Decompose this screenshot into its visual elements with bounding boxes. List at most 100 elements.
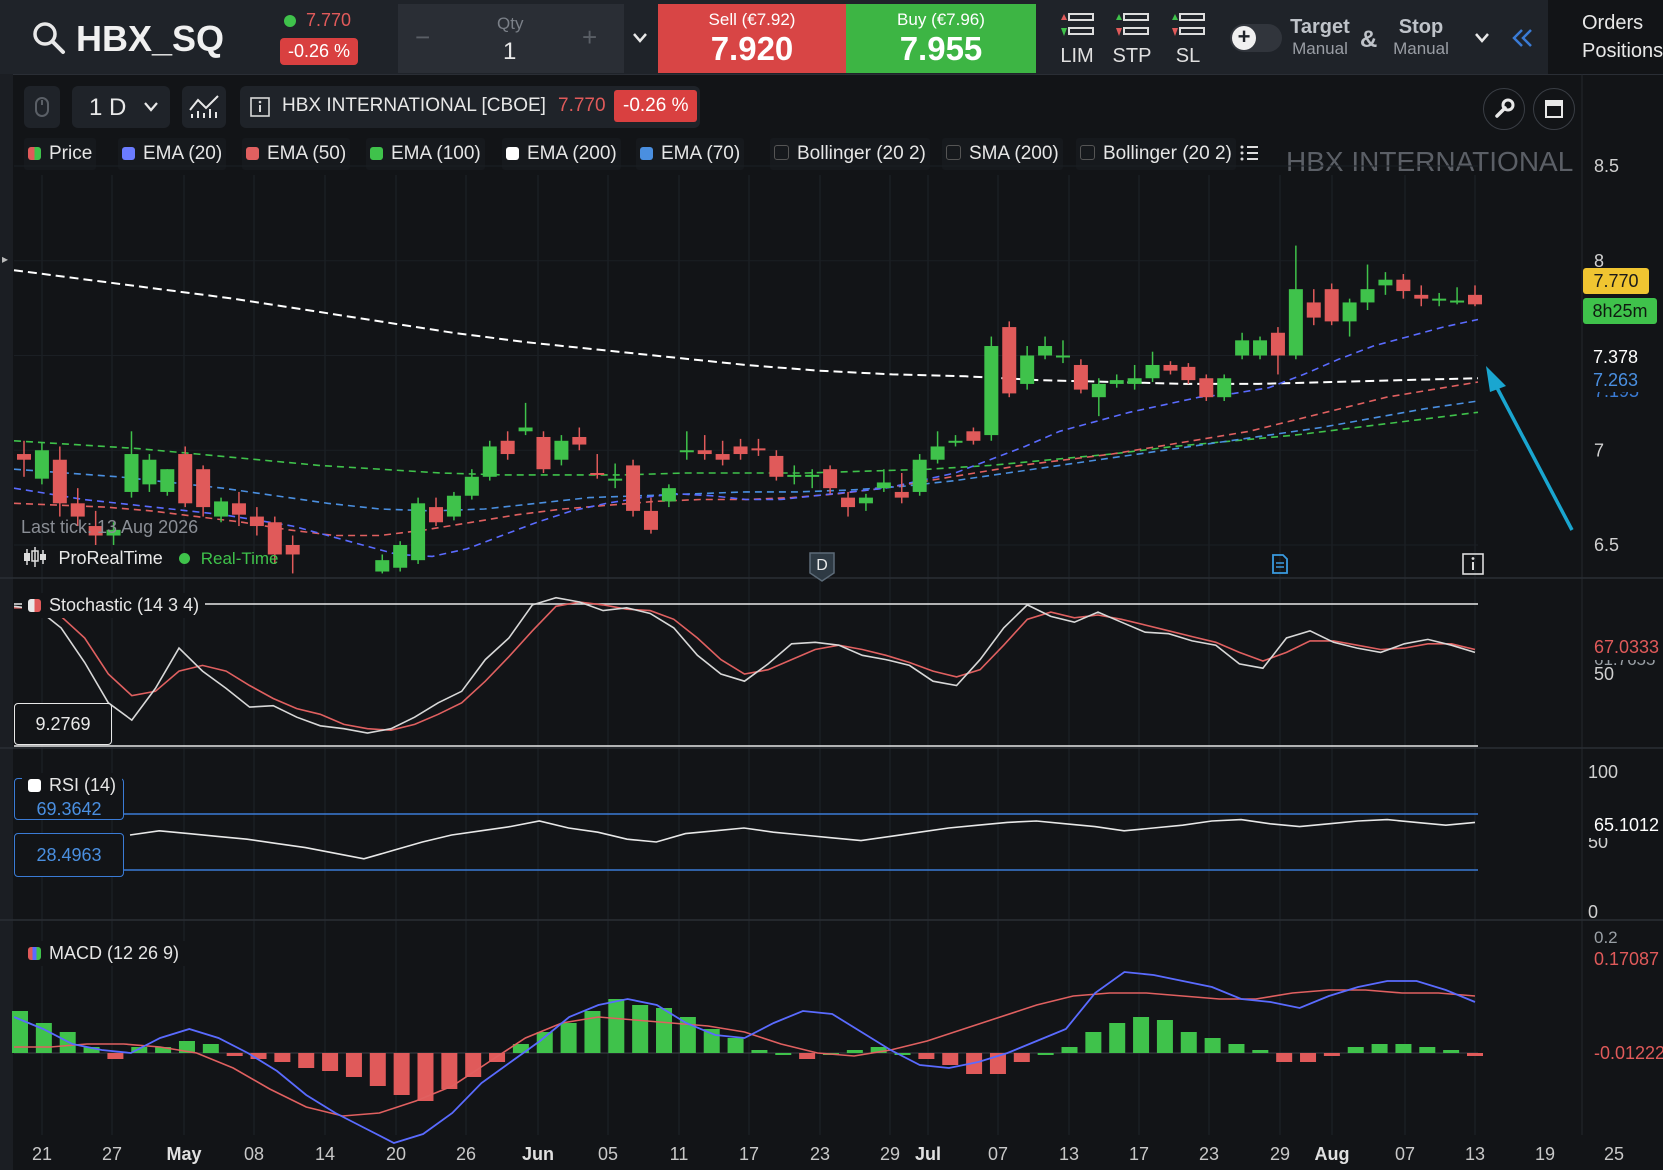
timeframe-select[interactable]: 1 D: [72, 86, 170, 128]
x-axis-tick-label: 27: [102, 1144, 122, 1164]
x-axis-tick-label: 21: [32, 1144, 52, 1164]
x-axis-tick-label: 11: [670, 1144, 689, 1164]
candle-body: [70, 503, 85, 517]
stop-setting[interactable]: Stop Manual: [1390, 16, 1452, 59]
candle-body: [518, 427, 533, 432]
macd-histogram-bar: [1276, 1053, 1293, 1062]
search-icon[interactable]: [32, 21, 66, 55]
macd-histogram-bar: [441, 1053, 458, 1089]
ema200-tag: 7.378: [1583, 345, 1663, 369]
qty-decrement-button[interactable]: −: [415, 22, 431, 52]
legend-menu-button[interactable]: [1238, 142, 1262, 169]
candle-body: [1253, 340, 1268, 356]
candle-body: [1450, 300, 1465, 303]
positions-label: Positions: [1582, 40, 1663, 62]
x-axis-tick-label: 07: [1395, 1144, 1415, 1164]
rsi-title: RSI (14): [22, 773, 123, 798]
candle-body: [17, 454, 31, 460]
candle-body: [1002, 327, 1017, 394]
qty-input[interactable]: 1: [503, 38, 517, 65]
indicators-button[interactable]: [182, 86, 226, 128]
limit-order-button[interactable]: LIM: [1055, 10, 1099, 68]
stochastic-k-line: [13, 596, 1476, 734]
price-axis-tick-label: 6.5: [1594, 535, 1619, 555]
stochastic-axis-tick: 50: [1594, 664, 1615, 684]
instrument-info-bar[interactable]: HBX INTERNATIONAL [CBOE] 7.770 -0.26 %: [240, 86, 700, 128]
candle-body: [572, 436, 587, 445]
orders-positions-tab[interactable]: Orders Positions: [1548, 0, 1663, 74]
legend-item[interactable]: EMA (70): [636, 138, 745, 170]
collapse-panel-icon[interactable]: [1512, 28, 1534, 48]
legend-item[interactable]: EMA (100): [366, 138, 485, 170]
candle-body: [1432, 298, 1447, 301]
macd-histogram-bar: [989, 1053, 1006, 1074]
buy-button[interactable]: Buy (€7.96) 7.955: [846, 4, 1036, 73]
macd-histogram-bar: [1300, 1053, 1317, 1062]
instrument-change-badge: -0.26 %: [614, 90, 698, 122]
macd-axis-value: 0.17087: [1586, 946, 1663, 972]
news-marker[interactable]: [1270, 553, 1290, 580]
legend-item[interactable]: Price: [24, 138, 97, 170]
macd-histogram-bar: [656, 1008, 673, 1053]
svg-text:D: D: [816, 557, 828, 574]
window-button[interactable]: [1533, 88, 1575, 130]
last-tick-label: Last tick: 13 Aug 2026: [21, 517, 199, 537]
legend-label: EMA (20): [143, 143, 223, 164]
x-axis-tick-label: 05: [598, 1144, 618, 1164]
candle-body: [1396, 279, 1411, 292]
chevron-down-icon[interactable]: [1474, 32, 1490, 44]
expand-arrow-icon[interactable]: ▸: [2, 252, 9, 266]
legend-item[interactable]: EMA (50): [242, 138, 351, 170]
candle-body: [1235, 340, 1250, 356]
market-open-indicator: [284, 15, 296, 27]
candle-body: [1055, 355, 1070, 358]
candle-body: [1270, 332, 1285, 356]
x-axis-tick-label: Aug: [1315, 1144, 1350, 1164]
x-axis-tick-label: 17: [1129, 1144, 1149, 1164]
stop-loss-button[interactable]: SL: [1166, 10, 1210, 68]
macd-histogram-bar: [202, 1044, 219, 1053]
settings-button[interactable]: [1483, 88, 1525, 130]
order-type-label: LIM: [1060, 45, 1094, 67]
target-setting[interactable]: Target Manual: [1290, 16, 1350, 59]
legend-item[interactable]: EMA (20): [118, 138, 227, 170]
qty-increment-button[interactable]: +: [582, 22, 598, 52]
cursor-mode-button[interactable]: [24, 86, 60, 128]
legend-item[interactable]: SMA (200): [942, 138, 1063, 170]
candle-body: [823, 469, 838, 489]
legend-label: EMA (100): [391, 143, 481, 164]
candle-body: [841, 497, 856, 508]
instrument-price: 7.770: [558, 95, 606, 116]
candle-body: [948, 440, 963, 443]
candle-body: [1127, 378, 1142, 384]
macd-histogram-bar: [465, 1053, 482, 1077]
legend-item[interactable]: Bollinger (20 2): [1076, 138, 1236, 170]
dividend-marker[interactable]: D: [808, 551, 836, 588]
legend-swatch: [946, 145, 961, 160]
mouse-icon: [35, 97, 49, 117]
candle-body: [429, 507, 444, 523]
candle-body: [715, 454, 730, 460]
candle-body: [1073, 364, 1088, 390]
candle-body: [464, 476, 479, 496]
symbol-label[interactable]: HBX_SQ: [76, 18, 225, 59]
limit-order-icon: [1061, 13, 1094, 36]
window-icon: [1545, 100, 1563, 118]
stop-order-button[interactable]: STP: [1110, 10, 1154, 68]
sell-price: 7.920: [710, 30, 794, 67]
provider-name: ProRealTime: [58, 548, 163, 568]
candle-body: [375, 560, 390, 572]
x-axis-tick-label: Jul: [915, 1144, 941, 1164]
macd-histogram-bar: [393, 1053, 410, 1095]
macd-histogram-bar: [250, 1053, 267, 1059]
legend-item[interactable]: Bollinger (20 2): [770, 138, 930, 170]
chevron-down-icon[interactable]: [632, 32, 648, 44]
info-marker[interactable]: [1462, 553, 1484, 580]
legend-swatch: [774, 145, 789, 160]
sell-button[interactable]: Sell (€7.92) 7.920: [658, 4, 846, 73]
candle-body: [1181, 366, 1196, 381]
candle-body: [966, 431, 981, 441]
legend-item[interactable]: EMA (200): [502, 138, 621, 170]
candles-icon: [24, 547, 46, 567]
